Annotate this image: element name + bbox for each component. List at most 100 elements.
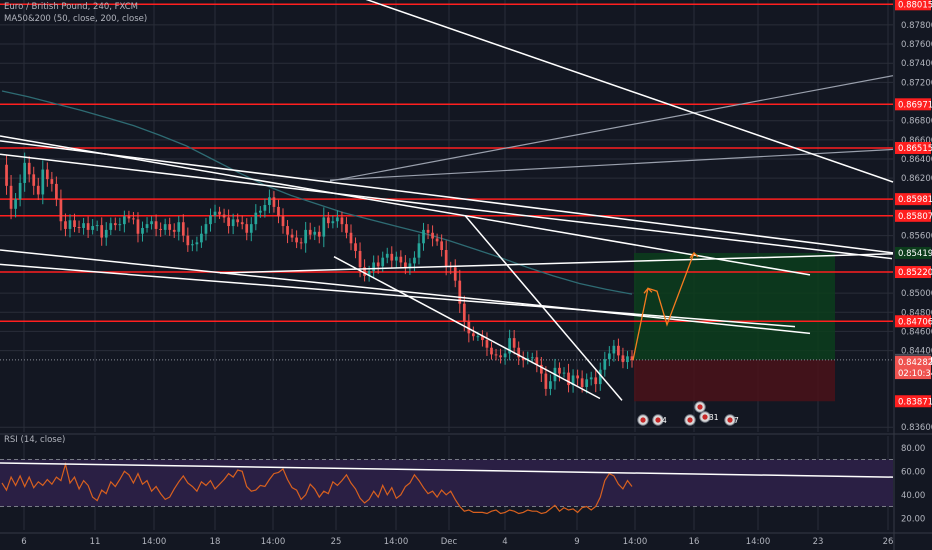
time-tick-label: 18	[210, 537, 221, 547]
candle-body	[440, 241, 443, 251]
event-badge-icon[interactable]: 4	[652, 414, 667, 426]
trend-line	[464, 215, 623, 401]
candle-body	[5, 164, 8, 186]
candle-body	[358, 250, 362, 268]
candle-body	[490, 347, 493, 355]
price-label-bg	[895, 246, 931, 259]
trend-line	[0, 135, 811, 276]
time-tick-label: 9	[574, 537, 579, 547]
time-tick-label: 25	[331, 537, 342, 547]
badge-dot	[727, 417, 733, 423]
candle-body	[322, 217, 326, 237]
trend-line	[329, 75, 894, 182]
time-tick-label: 14:00	[746, 537, 771, 547]
target-zone	[634, 252, 835, 360]
candle-body	[381, 257, 385, 267]
candle-body	[385, 253, 389, 258]
candle-body	[499, 355, 502, 358]
candle-body	[281, 216, 285, 227]
price-label-text: 0.85807	[898, 212, 932, 222]
rsi-trend-line	[0, 462, 894, 478]
event-badge-icon[interactable]: 7	[724, 414, 739, 426]
candle-body	[394, 256, 398, 261]
candle-body	[408, 263, 412, 269]
candle-body	[354, 243, 357, 251]
candle-body	[295, 237, 298, 243]
candle-body	[626, 356, 629, 363]
candle-body	[617, 345, 620, 356]
badge-dot	[702, 414, 708, 420]
candle-body	[59, 199, 63, 222]
candle-body	[150, 221, 153, 225]
event-badge-icon[interactable]	[684, 414, 696, 426]
candle-body	[136, 219, 140, 234]
event-badges[interactable]: 4 31 7	[637, 401, 739, 426]
badge-dot	[697, 404, 703, 410]
candle-body	[304, 229, 308, 244]
event-badge-icon[interactable]: 31	[699, 411, 719, 423]
candle-body	[494, 354, 498, 356]
candle-body	[317, 231, 321, 237]
candle-body	[45, 169, 49, 180]
candle-body	[621, 355, 625, 363]
candle-body	[585, 379, 589, 387]
candle-body	[159, 228, 162, 230]
price-label-bg	[895, 0, 931, 11]
candle-body	[95, 225, 99, 227]
candle-body	[204, 224, 208, 234]
trend-line	[333, 256, 601, 400]
candle-body	[607, 353, 611, 360]
price-labels: 0.88015 0.86971 0.86515 0.85981 0.85807 0.852…	[895, 0, 932, 408]
price-label-bg	[895, 266, 931, 279]
time-tick-label: 16	[689, 537, 700, 547]
candle-body	[191, 244, 194, 246]
candle-body	[612, 345, 616, 354]
candle-body	[50, 179, 54, 184]
candle-body	[36, 185, 40, 195]
candle-body	[127, 216, 131, 219]
candle-body	[240, 222, 244, 225]
candle-body	[598, 369, 602, 385]
trend-line	[365, 0, 894, 183]
trend-line	[0, 263, 796, 328]
candle-body	[326, 217, 330, 224]
candle-body	[86, 223, 90, 230]
candle-body	[163, 224, 167, 230]
rsi-tick-label: 20.00	[901, 514, 925, 524]
time-tick-label: 14:00	[142, 537, 167, 547]
candle-body	[9, 185, 13, 209]
trend-line	[329, 148, 894, 181]
candle-body	[458, 280, 462, 304]
time-tick-label: Dec	[441, 537, 458, 547]
candle-body	[535, 357, 539, 365]
trade-zones	[634, 252, 835, 402]
event-badge-icon[interactable]	[637, 414, 649, 426]
rsi-band	[0, 459, 893, 507]
candle-body	[376, 262, 380, 267]
candle-body	[23, 162, 27, 183]
candle-body	[503, 353, 507, 358]
candle-body	[73, 220, 76, 228]
candle-body	[263, 204, 267, 211]
candle-body	[363, 267, 366, 276]
ma-200-line	[1, 90, 633, 295]
event-badge-icon[interactable]	[694, 401, 706, 413]
time-tick-label: 14:00	[384, 537, 409, 547]
rsi-line	[1, 461, 633, 515]
candle-body	[32, 174, 36, 186]
candle-body	[336, 217, 339, 222]
candle-body	[349, 232, 353, 244]
candle-body	[580, 378, 584, 387]
candle-body	[109, 223, 113, 230]
price-label-bg	[895, 355, 931, 368]
candle-body	[268, 197, 271, 205]
